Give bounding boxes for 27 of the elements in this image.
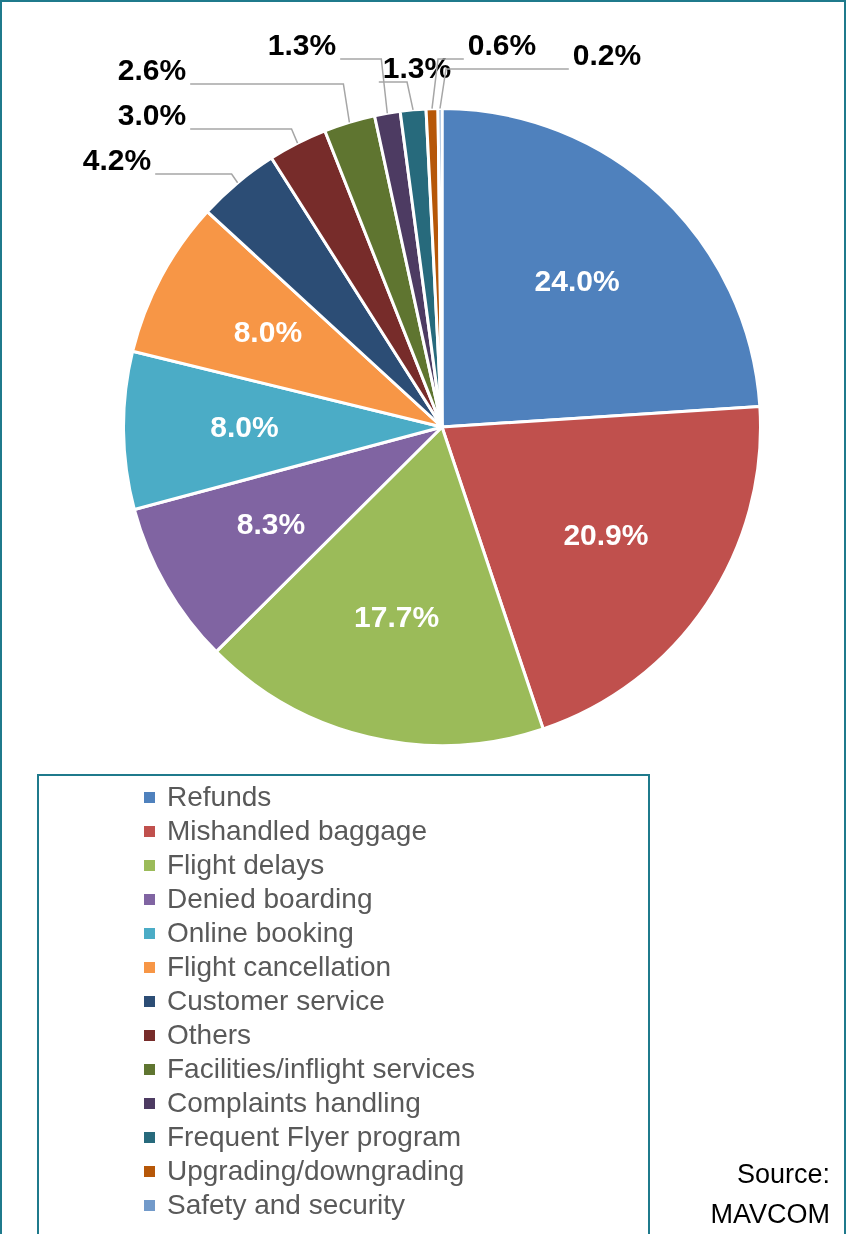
data-label: 2.6%: [117, 53, 187, 87]
legend-label: Customer service: [167, 985, 385, 1017]
legend-label: Complaints handling: [167, 1087, 421, 1119]
data-label: 17.7%: [354, 600, 440, 634]
legend-label: Others: [167, 1019, 252, 1051]
legend-label: Upgrading/downgrading: [167, 1155, 465, 1187]
legend-label: Mishandled baggage: [167, 815, 427, 847]
legend-label: Flight cancellation: [167, 951, 392, 983]
data-label: 3.0%: [117, 98, 187, 132]
data-label: 0.6%: [467, 28, 537, 62]
data-label: 24.0%: [534, 264, 620, 298]
data-label: 8.3%: [236, 506, 306, 540]
data-label: 1.3%: [267, 28, 337, 62]
data-label: 0.2%: [572, 38, 642, 72]
legend-label: Denied boarding: [167, 883, 373, 915]
legend-label: Facilities/inflight services: [167, 1053, 476, 1085]
data-label: 4.2%: [82, 143, 152, 177]
data-label: 1.3%: [382, 51, 452, 85]
source-note: Source: MAVCOM: [709, 1158, 830, 1231]
data-label: 20.9%: [563, 518, 649, 552]
legend-label: Online booking: [167, 917, 354, 949]
legend-label: Safety and security: [167, 1189, 406, 1221]
legend-label: Frequent Flyer program: [167, 1121, 462, 1153]
data-label: 8.0%: [233, 315, 303, 349]
data-label: 8.0%: [210, 410, 279, 444]
legend-label: Refunds: [167, 781, 272, 813]
legend-label: Flight delays: [167, 849, 325, 881]
